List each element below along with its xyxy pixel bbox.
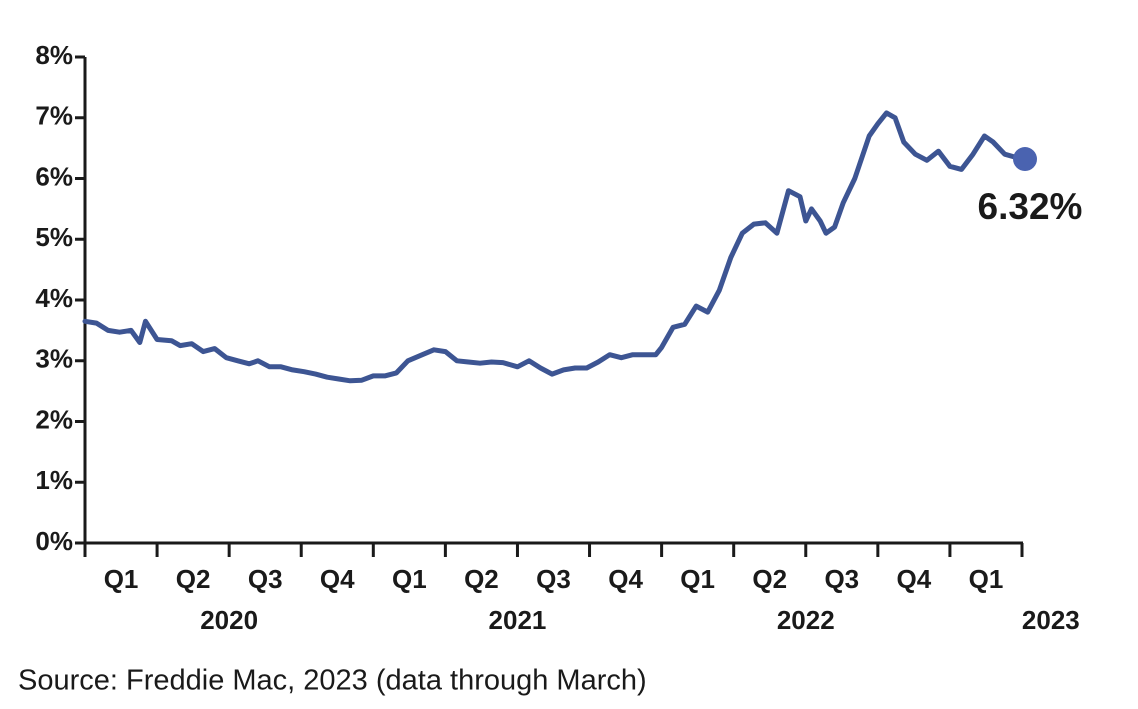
quarter-label: Q3: [824, 564, 859, 594]
quarter-label: Q2: [752, 564, 787, 594]
y-tick-label: 7%: [35, 101, 73, 131]
year-label: 2020: [200, 605, 258, 635]
quarter-label: Q1: [680, 564, 715, 594]
y-tick-label: 2%: [35, 404, 73, 434]
year-label: 2021: [489, 605, 547, 635]
year-label: 2022: [777, 605, 835, 635]
year-label: 2023: [1022, 605, 1080, 635]
y-tick-label: 1%: [35, 465, 73, 495]
quarter-label: Q4: [897, 564, 932, 594]
quarter-label: Q1: [969, 564, 1004, 594]
quarter-label: Q2: [464, 564, 499, 594]
quarter-label: Q2: [176, 564, 211, 594]
y-tick-label: 6%: [35, 161, 73, 191]
quarter-label: Q4: [320, 564, 355, 594]
quarter-label: Q1: [392, 564, 427, 594]
end-label: 6.32%: [978, 186, 1083, 227]
source-note: Source: Freddie Mac, 2023 (data through …: [18, 665, 647, 697]
y-tick-label: 0%: [35, 526, 73, 556]
quarter-label: Q3: [248, 564, 283, 594]
y-tick-label: 4%: [35, 283, 73, 313]
quarter-label: Q3: [536, 564, 571, 594]
rate-line: [82, 110, 1025, 384]
y-tick-label: 5%: [35, 222, 73, 252]
end-point: [1013, 147, 1037, 172]
quarter-label: Q4: [608, 564, 643, 594]
y-tick-label: 3%: [35, 344, 73, 374]
y-tick-label: 8%: [35, 40, 73, 70]
quarter-label: Q1: [104, 564, 139, 594]
